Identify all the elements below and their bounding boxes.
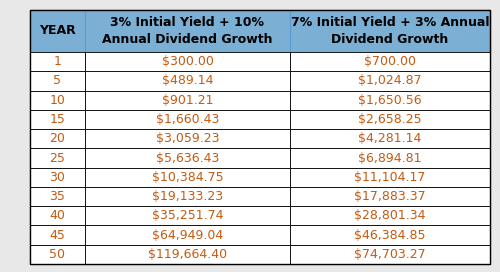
Bar <box>30 245 85 264</box>
Bar <box>290 168 490 187</box>
Bar <box>85 110 290 129</box>
Bar <box>290 52 490 71</box>
Text: 15: 15 <box>50 113 66 126</box>
Text: $19,133.23: $19,133.23 <box>152 190 223 203</box>
Text: $2,658.25: $2,658.25 <box>358 113 422 126</box>
Text: $1,650.56: $1,650.56 <box>358 94 422 107</box>
Bar <box>30 206 85 225</box>
Bar <box>85 168 290 187</box>
Text: $17,883.37: $17,883.37 <box>354 190 426 203</box>
Bar <box>85 206 290 225</box>
Bar <box>30 52 85 71</box>
Bar <box>290 110 490 129</box>
Text: $300.00: $300.00 <box>162 55 214 68</box>
Bar <box>30 91 85 110</box>
Bar <box>290 71 490 91</box>
Text: $35,251.74: $35,251.74 <box>152 209 223 222</box>
Bar <box>85 245 290 264</box>
Text: $46,384.85: $46,384.85 <box>354 228 426 242</box>
Bar <box>30 225 85 245</box>
Text: 5: 5 <box>54 75 62 87</box>
Bar <box>30 129 85 148</box>
Text: 45: 45 <box>50 228 66 242</box>
Text: $6,894.81: $6,894.81 <box>358 152 422 165</box>
Bar <box>85 10 290 52</box>
Text: 30: 30 <box>50 171 66 184</box>
Bar <box>30 110 85 129</box>
Text: $700.00: $700.00 <box>364 55 416 68</box>
Text: $3,059.23: $3,059.23 <box>156 132 219 145</box>
Text: $10,384.75: $10,384.75 <box>152 171 224 184</box>
Text: $74,703.27: $74,703.27 <box>354 248 426 261</box>
Bar <box>30 10 85 52</box>
Text: $28,801.34: $28,801.34 <box>354 209 426 222</box>
Bar <box>85 225 290 245</box>
Text: $5,636.43: $5,636.43 <box>156 152 219 165</box>
Bar <box>290 10 490 52</box>
Bar <box>85 187 290 206</box>
Text: $901.21: $901.21 <box>162 94 213 107</box>
Bar <box>85 129 290 148</box>
Text: $489.14: $489.14 <box>162 75 213 87</box>
Bar <box>30 168 85 187</box>
Text: $1,024.87: $1,024.87 <box>358 75 422 87</box>
Bar <box>85 71 290 91</box>
Text: $11,104.17: $11,104.17 <box>354 171 426 184</box>
Text: 40: 40 <box>50 209 66 222</box>
Bar <box>290 91 490 110</box>
Bar <box>85 148 290 168</box>
Text: $64,949.04: $64,949.04 <box>152 228 223 242</box>
Text: 35: 35 <box>50 190 66 203</box>
Bar <box>290 187 490 206</box>
Text: YEAR: YEAR <box>39 24 76 38</box>
Bar <box>290 245 490 264</box>
Bar <box>290 206 490 225</box>
Text: 50: 50 <box>50 248 66 261</box>
Text: $4,281.14: $4,281.14 <box>358 132 422 145</box>
Bar <box>30 71 85 91</box>
Bar <box>85 91 290 110</box>
Text: 25: 25 <box>50 152 66 165</box>
Text: $1,660.43: $1,660.43 <box>156 113 219 126</box>
Bar <box>85 52 290 71</box>
Text: 7% Initial Yield + 3% Annual
Dividend Growth: 7% Initial Yield + 3% Annual Dividend Gr… <box>291 16 489 46</box>
Bar <box>30 148 85 168</box>
Bar <box>30 187 85 206</box>
Text: 3% Initial Yield + 10%
Annual Dividend Growth: 3% Initial Yield + 10% Annual Dividend G… <box>102 16 273 46</box>
Bar <box>290 129 490 148</box>
Bar <box>290 148 490 168</box>
Text: 10: 10 <box>50 94 66 107</box>
Text: 20: 20 <box>50 132 66 145</box>
Bar <box>290 225 490 245</box>
Text: 1: 1 <box>54 55 62 68</box>
Text: $119,664.40: $119,664.40 <box>148 248 227 261</box>
